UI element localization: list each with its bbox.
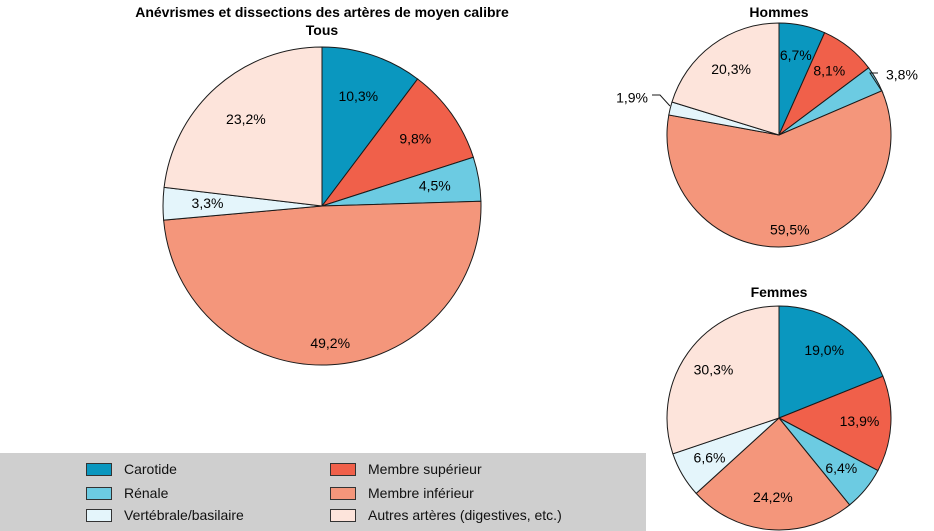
legend-label-carotide: Carotide: [124, 461, 177, 477]
slice-femmes-membre-superieur: [777, 375, 892, 472]
legend-item-carotide: Carotide: [86, 461, 177, 477]
label-femmes-carotide: 19,0%: [804, 342, 844, 358]
pie-hommes: 6,7%8,1% 3,8% 59,5% 1,9% 20,3%: [616, 22, 918, 248]
chart-tous-title: Tous: [306, 22, 339, 38]
label-femmes-renale: 6,4%: [825, 460, 857, 476]
legend-item-membre-superieur: Membre supérieur: [330, 461, 482, 477]
legend-swatch-membre-superieur: [330, 462, 356, 476]
slice-hommes-membre-inferieur: [666, 90, 892, 248]
legend-swatch-autres: [330, 508, 356, 522]
slice-tous-carotide: [321, 46, 419, 208]
label-tous-membre-inferieur: 49,2%: [310, 335, 350, 351]
label-hommes-vertebrale: 1,9%: [616, 90, 648, 106]
legend-swatch-membre-inferieur: [330, 486, 356, 500]
label-femmes-membre-inferieur: 24,2%: [753, 489, 793, 505]
label-tous-autres: 23,2%: [226, 111, 266, 127]
label-hommes-autres: 20,3%: [711, 61, 751, 77]
label-hommes-renale: 3,8%: [886, 67, 918, 83]
leader-line-hommes-renale: [869, 72, 884, 94]
legend-label-autres: Autres artères (digestives, etc.): [368, 507, 562, 523]
label-tous-vertebrale: 3,3%: [192, 195, 224, 211]
slice-hommes-autres: [671, 22, 780, 136]
slice-tous-membre-superieur: [320, 78, 474, 207]
legend-label-membre-superieur: Membre supérieur: [368, 461, 482, 477]
legend-item-autres: Autres artères (digestives, etc.): [330, 507, 562, 523]
label-femmes-vertebrale: 6,6%: [694, 450, 726, 466]
legend-label-vertebrale: Vertébrale/basilaire: [124, 507, 244, 523]
label-hommes-membre-superieur: 8,1%: [813, 63, 845, 79]
label-femmes-autres: 30,3%: [694, 362, 734, 378]
label-hommes-membre-inferieur: 59,5%: [770, 221, 810, 237]
slice-femmes-carotide: [778, 305, 884, 419]
chart-hommes-title: Hommes: [749, 4, 808, 20]
label-tous-carotide: 10,3%: [338, 88, 378, 104]
label-tous-renale: 4,5%: [419, 177, 451, 193]
chart-main-title: Anévrismes et dissections des artères de…: [135, 4, 509, 20]
slice-tous-autres: [163, 46, 323, 207]
chart-femmes-title: Femmes: [751, 284, 808, 300]
label-hommes-carotide: 6,7%: [780, 47, 812, 63]
legend-item-vertebrale: Vertébrale/basilaire: [86, 507, 244, 523]
legend-swatch-renale: [86, 486, 112, 500]
legend-label-renale: Rénale: [124, 485, 169, 501]
legend-swatch-vertebrale: [86, 508, 112, 522]
legend-item-renale: Rénale: [86, 485, 168, 501]
legend: Carotide Rénale Vertébrale/basilaire Mem…: [0, 453, 646, 531]
label-tous-membre-superieur: 9,8%: [399, 130, 431, 146]
label-femmes-membre-superieur: 13,9%: [840, 413, 880, 429]
pie-femmes: 19,0% 13,9% 6,4% 24,2% 6,6% 30,3%: [666, 305, 892, 531]
slice-tous-membre-inferieur: [163, 200, 482, 366]
slice-femmes-membre-inferieur: [695, 417, 851, 531]
legend-label-membre-inferieur: Membre inférieur: [368, 485, 474, 501]
legend-swatch-carotide: [86, 462, 112, 476]
leader-line-hommes-vertebrale: [652, 94, 671, 107]
pie-tous: 10,3% 9,8% 4,5% 49,2% 3,3% 23,2%: [162, 46, 482, 366]
slice-femmes-autres: [666, 305, 780, 455]
legend-item-membre-inferieur: Membre inférieur: [330, 485, 474, 501]
